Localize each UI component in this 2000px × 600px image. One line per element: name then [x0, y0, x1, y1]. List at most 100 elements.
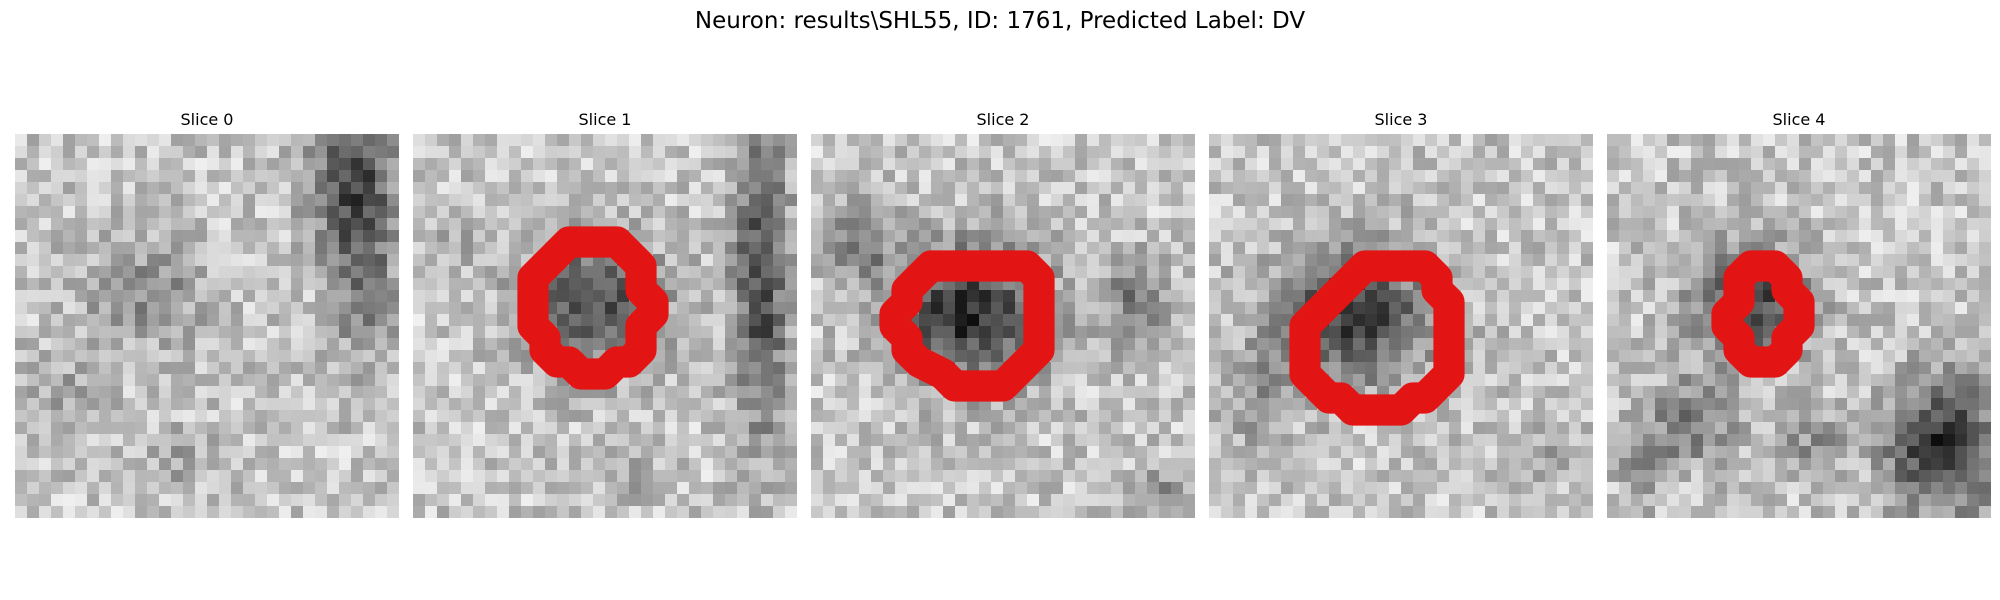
pixel	[907, 218, 920, 231]
pixel	[1497, 278, 1510, 291]
pixel	[1643, 410, 1656, 423]
pixel	[1619, 266, 1632, 279]
pixel	[811, 170, 824, 183]
pixel	[99, 218, 112, 231]
pixel	[1967, 338, 1980, 351]
pixel	[87, 422, 100, 435]
pixel	[629, 158, 642, 171]
pixel	[1847, 338, 1860, 351]
pixel	[315, 350, 328, 363]
pixel	[955, 470, 968, 483]
pixel	[1305, 134, 1318, 147]
pixel	[521, 410, 534, 423]
pixel	[135, 254, 148, 267]
pixel	[315, 266, 328, 279]
pixel	[339, 410, 352, 423]
pixel	[363, 134, 376, 147]
pixel	[123, 218, 136, 231]
pixel	[1871, 422, 1884, 435]
pixel	[1365, 194, 1378, 207]
pixel	[363, 230, 376, 243]
pixel	[1063, 482, 1076, 495]
pixel	[1377, 494, 1390, 507]
pixel	[1521, 386, 1534, 399]
pixel	[1461, 158, 1474, 171]
pixel	[1859, 182, 1872, 195]
pixel	[99, 182, 112, 195]
pixel	[847, 386, 860, 399]
pixel	[1497, 410, 1510, 423]
pixel	[1919, 374, 1932, 387]
pixel	[171, 134, 184, 147]
pixel	[339, 314, 352, 327]
pixel	[485, 398, 498, 411]
pixel	[1389, 218, 1402, 231]
pixel	[1063, 182, 1076, 195]
pixel	[545, 398, 558, 411]
pixel	[1715, 182, 1728, 195]
pixel	[1221, 146, 1234, 159]
pixel	[907, 506, 920, 518]
pixel	[1039, 506, 1052, 518]
pixel	[159, 218, 172, 231]
pixel	[1281, 266, 1294, 279]
pixel	[75, 302, 88, 315]
pixel	[1281, 134, 1294, 147]
pixel	[1607, 446, 1620, 459]
pixel	[1679, 218, 1692, 231]
pixel	[1075, 398, 1088, 411]
pixel	[785, 338, 797, 351]
pixel	[811, 446, 824, 459]
pixel	[1667, 374, 1680, 387]
pixel	[1679, 398, 1692, 411]
pixel	[895, 386, 908, 399]
pixel	[123, 302, 136, 315]
pixel	[1691, 146, 1704, 159]
pixel	[1063, 350, 1076, 363]
pixel	[1449, 458, 1462, 471]
pixel	[1931, 254, 1944, 267]
pixel	[1281, 290, 1294, 303]
pixel	[195, 254, 208, 267]
pixel	[1269, 374, 1282, 387]
pixel	[413, 326, 426, 339]
pixel	[1763, 446, 1776, 459]
pixel	[1461, 146, 1474, 159]
pixel	[39, 230, 52, 243]
pixel	[955, 350, 968, 363]
pixel	[773, 410, 786, 423]
pixel	[1353, 302, 1366, 315]
pixel	[267, 506, 280, 518]
pixel	[725, 326, 738, 339]
pixel	[955, 206, 968, 219]
pixel	[1655, 254, 1668, 267]
pixel	[713, 422, 726, 435]
pixel	[135, 182, 148, 195]
pixel	[15, 290, 28, 303]
pixel	[473, 146, 486, 159]
pixel	[689, 374, 702, 387]
pixel	[533, 182, 546, 195]
pixel	[1449, 194, 1462, 207]
pixel	[1607, 158, 1620, 171]
pixel	[315, 194, 328, 207]
pixel	[785, 350, 797, 363]
pixel	[1497, 398, 1510, 411]
pixel	[931, 146, 944, 159]
pixel	[1775, 158, 1788, 171]
pixel	[1533, 506, 1546, 518]
pixel	[159, 206, 172, 219]
pixel	[653, 482, 666, 495]
pixel	[461, 398, 474, 411]
pixel	[835, 434, 848, 447]
pixel	[339, 266, 352, 279]
pixel	[1787, 422, 1800, 435]
pixel	[1099, 242, 1112, 255]
pixel	[1943, 206, 1956, 219]
pixel	[461, 350, 474, 363]
pixel	[919, 206, 932, 219]
pixel	[437, 302, 450, 315]
pixel	[1245, 266, 1258, 279]
pixel	[1655, 338, 1668, 351]
pixel	[303, 494, 316, 507]
